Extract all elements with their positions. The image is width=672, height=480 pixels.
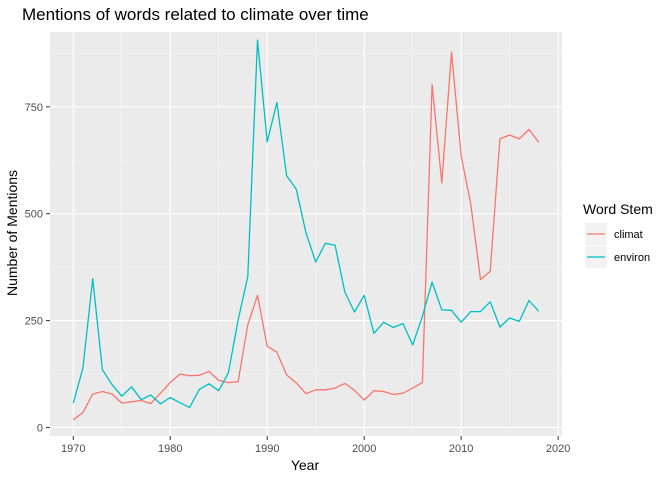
legend-item-climat: climat (585, 223, 643, 245)
legend-label: environ (614, 252, 650, 264)
y-axis-title: Number of Mentions (4, 170, 20, 296)
y-tick-label: 250 (25, 316, 43, 328)
series-line-environ (72, 39, 540, 409)
x-tick-label: 1970 (61, 443, 85, 455)
series-line-climat (72, 51, 540, 421)
x-tick-label: 2020 (546, 443, 570, 455)
legend-items: climat environ (585, 223, 650, 268)
x-axis: 1970 1980 1990 2000 2010 2020 (61, 436, 570, 455)
minor-gridlines (50, 32, 562, 436)
series-layer (72, 39, 540, 421)
legend-label: climat (614, 229, 643, 241)
x-tick-label: 1980 (158, 443, 182, 455)
chart-title: Mentions of words related to climate ove… (22, 5, 369, 24)
x-tick-label: 1990 (255, 443, 279, 455)
legend: Word Stem climat environ (583, 201, 653, 268)
x-tick-label: 2010 (449, 443, 473, 455)
y-axis: 0 250 500 750 (25, 102, 50, 434)
major-gridlines (50, 32, 562, 436)
legend-item-environ: environ (585, 246, 650, 268)
y-tick-label: 0 (37, 422, 43, 434)
y-tick-label: 750 (25, 102, 43, 114)
y-tick-label: 500 (25, 209, 43, 221)
x-axis-title: Year (291, 457, 320, 473)
x-tick-label: 2000 (352, 443, 376, 455)
legend-title: Word Stem (583, 201, 653, 217)
